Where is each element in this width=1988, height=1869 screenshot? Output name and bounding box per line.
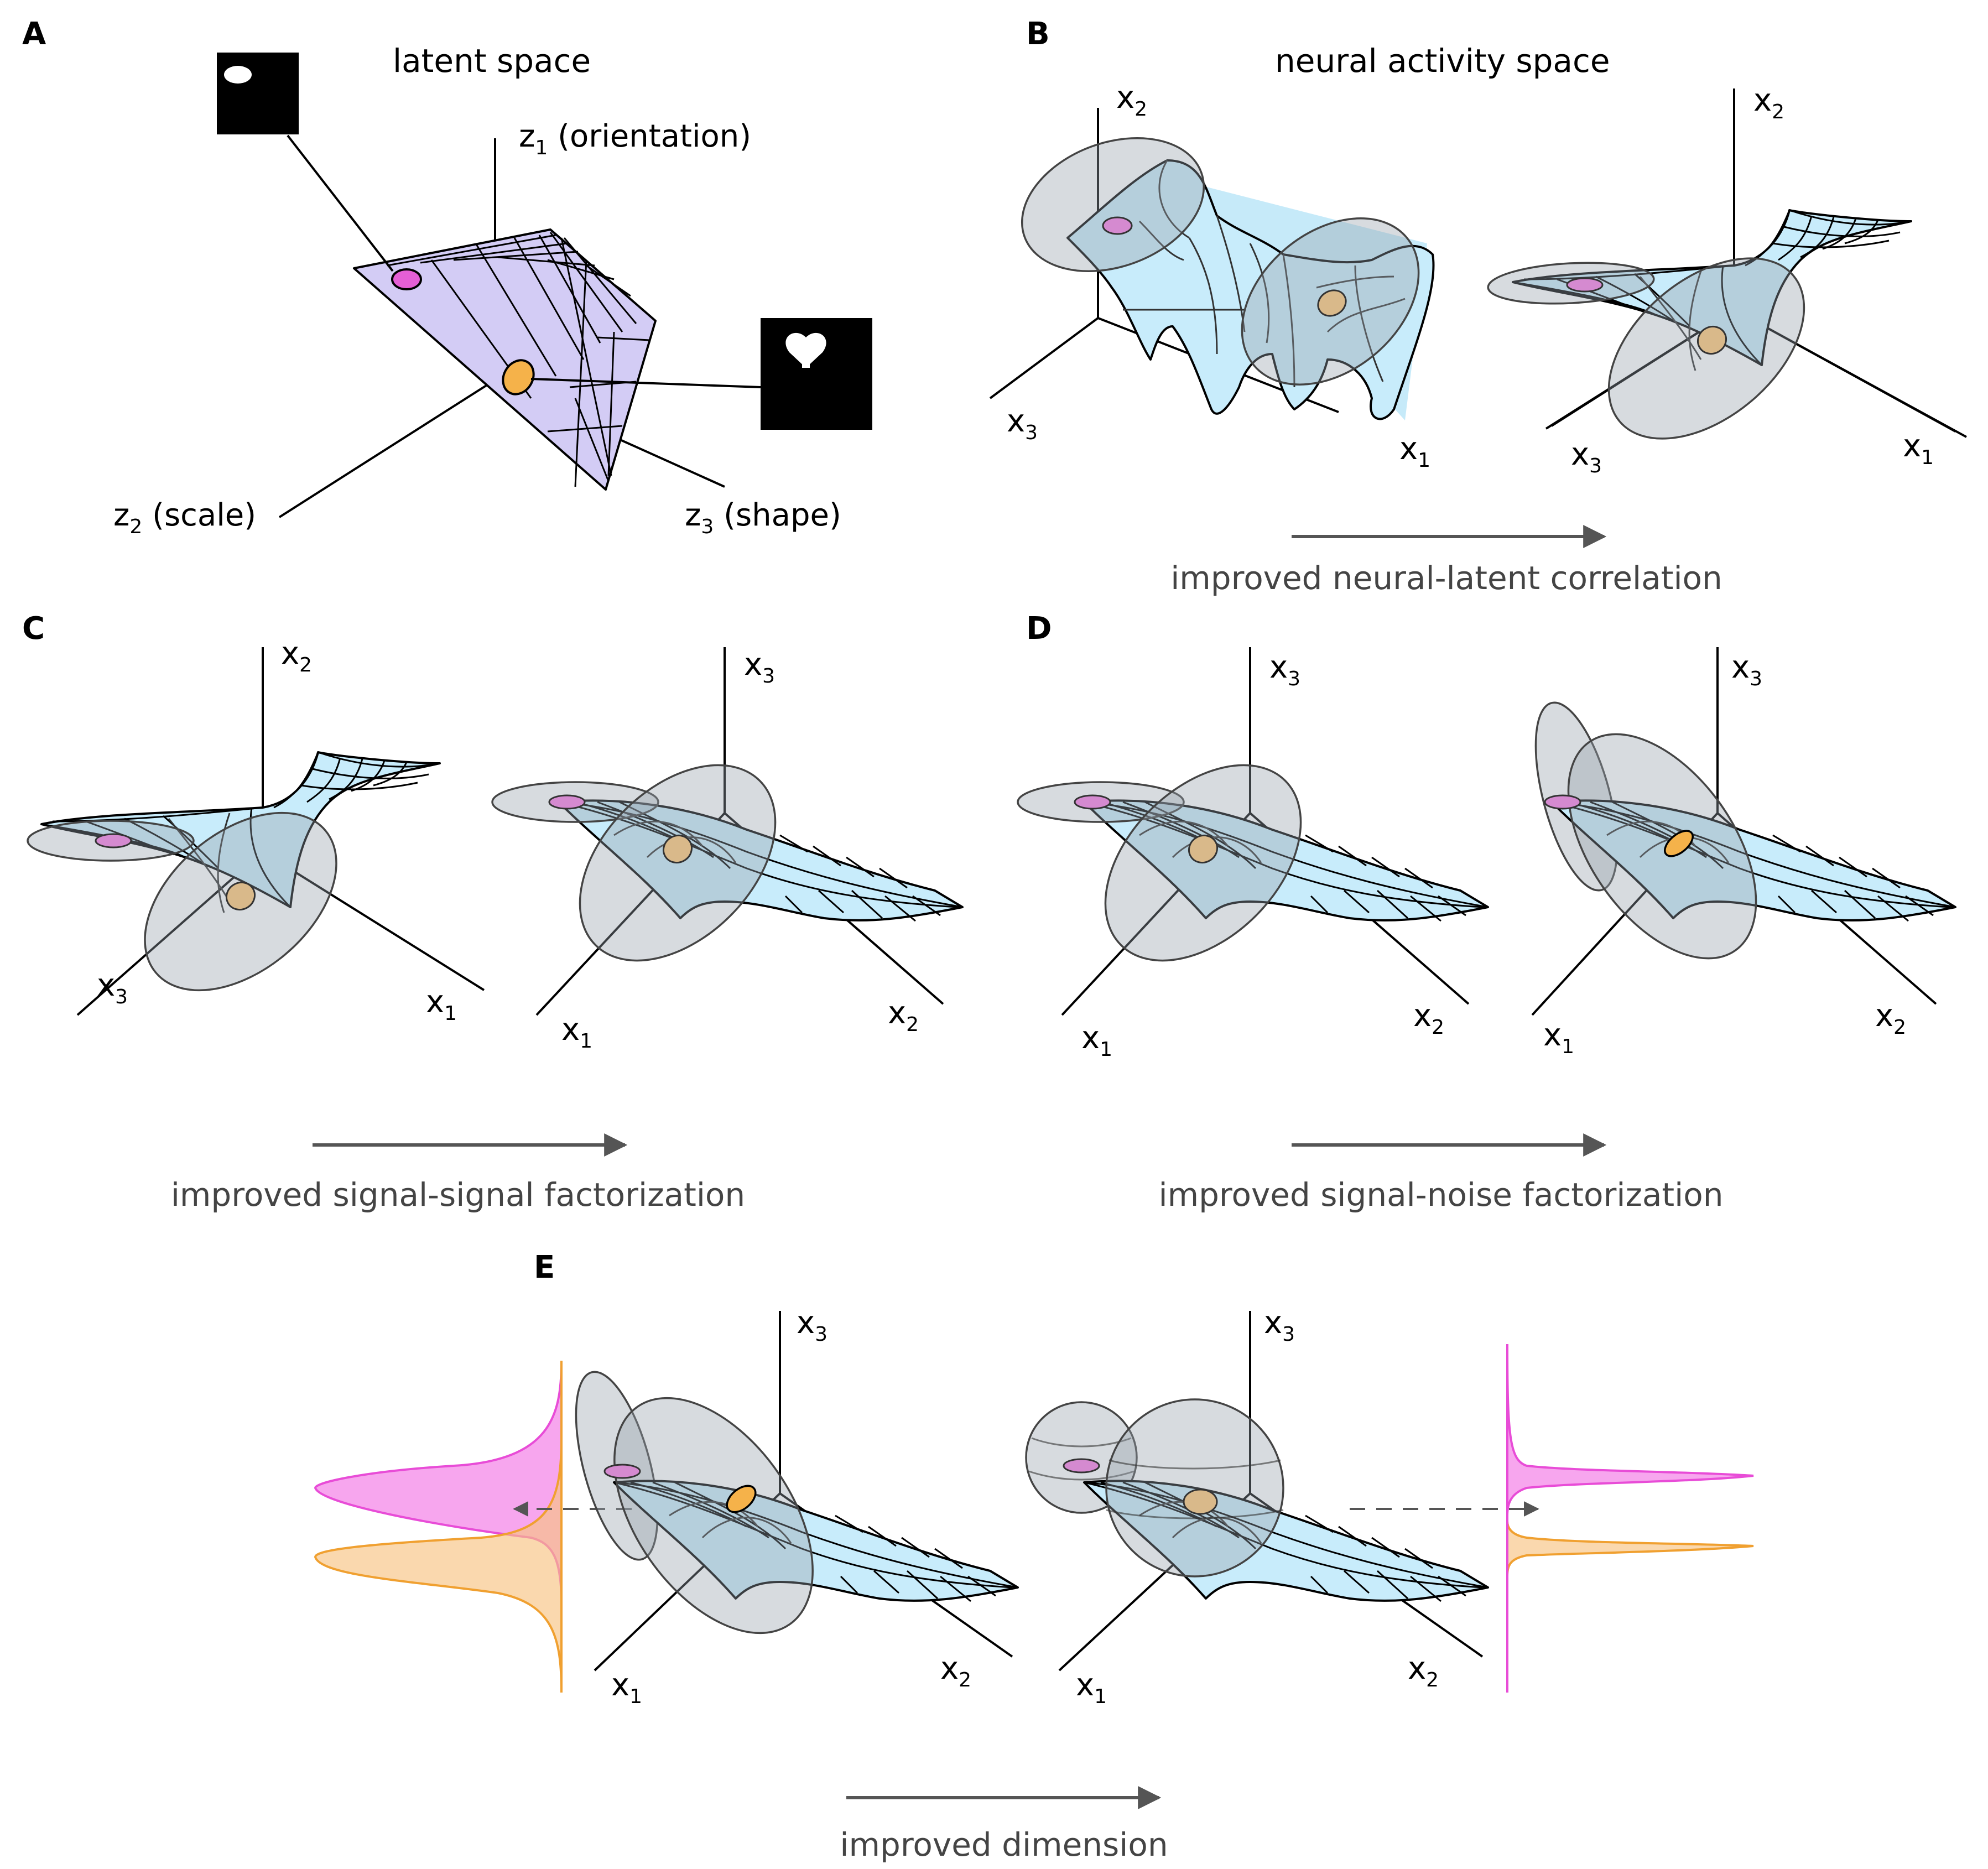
e-right-x1: x1: [1076, 1667, 1107, 1708]
e-right-x3: x3: [1264, 1305, 1295, 1346]
b-caption: improved neural-latent correlation: [1170, 559, 1722, 597]
panel-e: E x3 x1 x2: [314, 1250, 1754, 1863]
panel-e-letter: E: [534, 1250, 555, 1285]
d-right-x1: x1: [1543, 1017, 1574, 1058]
panel-d-letter: D: [1026, 611, 1052, 647]
d-left-x3: x3: [1269, 649, 1300, 690]
b-left-x3: x3: [1007, 403, 1038, 444]
latent-point-orange: [502, 359, 535, 395]
panel-d: D x3 x1 x2 x3 x1 x2 im: [1017, 611, 1956, 1214]
latent-space-title: latent space: [393, 42, 591, 80]
c-left-x3: x3: [97, 967, 128, 1008]
e-caption: improved dimension: [840, 1826, 1168, 1863]
axis-label-z3: z3 (shape): [685, 497, 841, 538]
e-left-x3: x3: [797, 1305, 828, 1346]
c-left-x1: x1: [426, 984, 457, 1025]
c-left-x2: x2: [281, 636, 312, 676]
smooth-manifold-c: [491, 647, 964, 1016]
separated-densities: [1506, 1344, 1754, 1693]
twisted-manifold-c: [27, 647, 485, 1016]
d-caption: improved signal-noise factorization: [1158, 1176, 1723, 1214]
c-right-x1: x1: [561, 1012, 592, 1053]
smooth-manifold-e-right: [1025, 1311, 1489, 1672]
c-right-x3: x3: [744, 647, 775, 688]
e-right-x2: x2: [1408, 1651, 1439, 1691]
smooth-manifold-e-left: [575, 1311, 1019, 1672]
latent-point-pink: [391, 268, 422, 290]
tangled-manifold: [989, 108, 1435, 420]
panel-b: B neural activity space x2 x3 x1: [989, 16, 1967, 597]
white-ellipse-image-icon: [217, 53, 299, 134]
twisted-manifold-b: [1487, 88, 1967, 440]
smooth-manifold-d-right: [1531, 647, 1956, 1016]
panel-c-letter: C: [22, 611, 45, 647]
c-caption: improved signal-signal factorization: [171, 1176, 745, 1214]
axis-label-z1: z1 (orientation): [519, 118, 751, 159]
d-right-x3: x3: [1731, 649, 1762, 690]
panel-c: C x2 x3 x1 x3 x1 x2 im: [22, 611, 964, 1214]
panel-a: A latent space: [22, 16, 872, 538]
d-right-x2: x2: [1875, 998, 1906, 1039]
white-heart-image-icon: [761, 318, 872, 430]
smooth-manifold-d-left: [1017, 647, 1489, 1016]
d-left-x2: x2: [1413, 998, 1444, 1039]
neural-activity-title: neural activity space: [1275, 42, 1610, 80]
panel-a-letter: A: [22, 16, 46, 52]
b-right-x1: x1: [1903, 428, 1934, 469]
latent-plane: [353, 228, 657, 491]
b-right-x3: x3: [1571, 436, 1602, 477]
axis-label-z2: z2 (scale): [113, 497, 256, 538]
e-left-x1: x1: [611, 1667, 642, 1708]
b-right-x2: x2: [1753, 82, 1784, 123]
c-right-x2: x2: [888, 995, 919, 1036]
b-left-x2: x2: [1116, 80, 1147, 121]
e-left-x2: x2: [940, 1651, 971, 1691]
panel-b-letter: B: [1026, 16, 1050, 52]
d-left-x1: x1: [1081, 1020, 1112, 1061]
b-left-x1: x1: [1399, 431, 1430, 472]
overlapping-densities: [314, 1360, 563, 1693]
